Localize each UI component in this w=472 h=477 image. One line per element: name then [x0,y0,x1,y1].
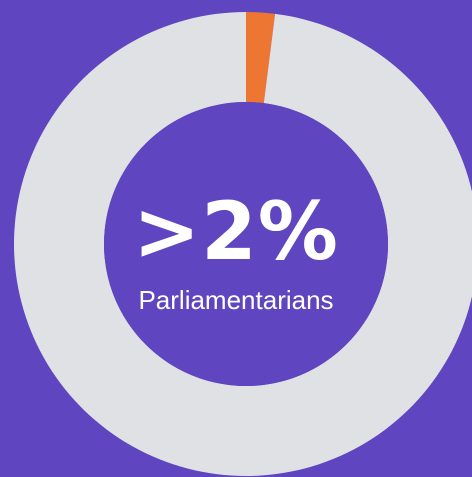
donut-slice-highlight [246,12,276,104]
donut-slices [14,12,472,476]
center-caption: Parliamentarians [138,285,334,315]
center-value: >2% [133,185,339,278]
donut-slice-remainder [14,12,472,476]
donut-hole [104,102,388,386]
